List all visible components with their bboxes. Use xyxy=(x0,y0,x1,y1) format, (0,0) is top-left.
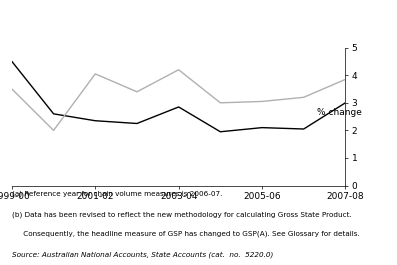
Text: (b) Data has been revised to reflect the new methodology for calculating Gross S: (b) Data has been revised to reflect the… xyxy=(12,212,352,219)
Text: Consequently, the headline measure of GSP has changed to GSP(A). See Glossary fo: Consequently, the headline measure of GS… xyxy=(12,231,360,237)
Text: Source: Australian National Accounts, State Accounts (cat.  no.  5220.0): Source: Australian National Accounts, St… xyxy=(12,252,273,258)
Text: (a) Reference year for chain volume measures is 2006-07.: (a) Reference year for chain volume meas… xyxy=(12,191,222,197)
Y-axis label: % change: % change xyxy=(317,108,362,117)
